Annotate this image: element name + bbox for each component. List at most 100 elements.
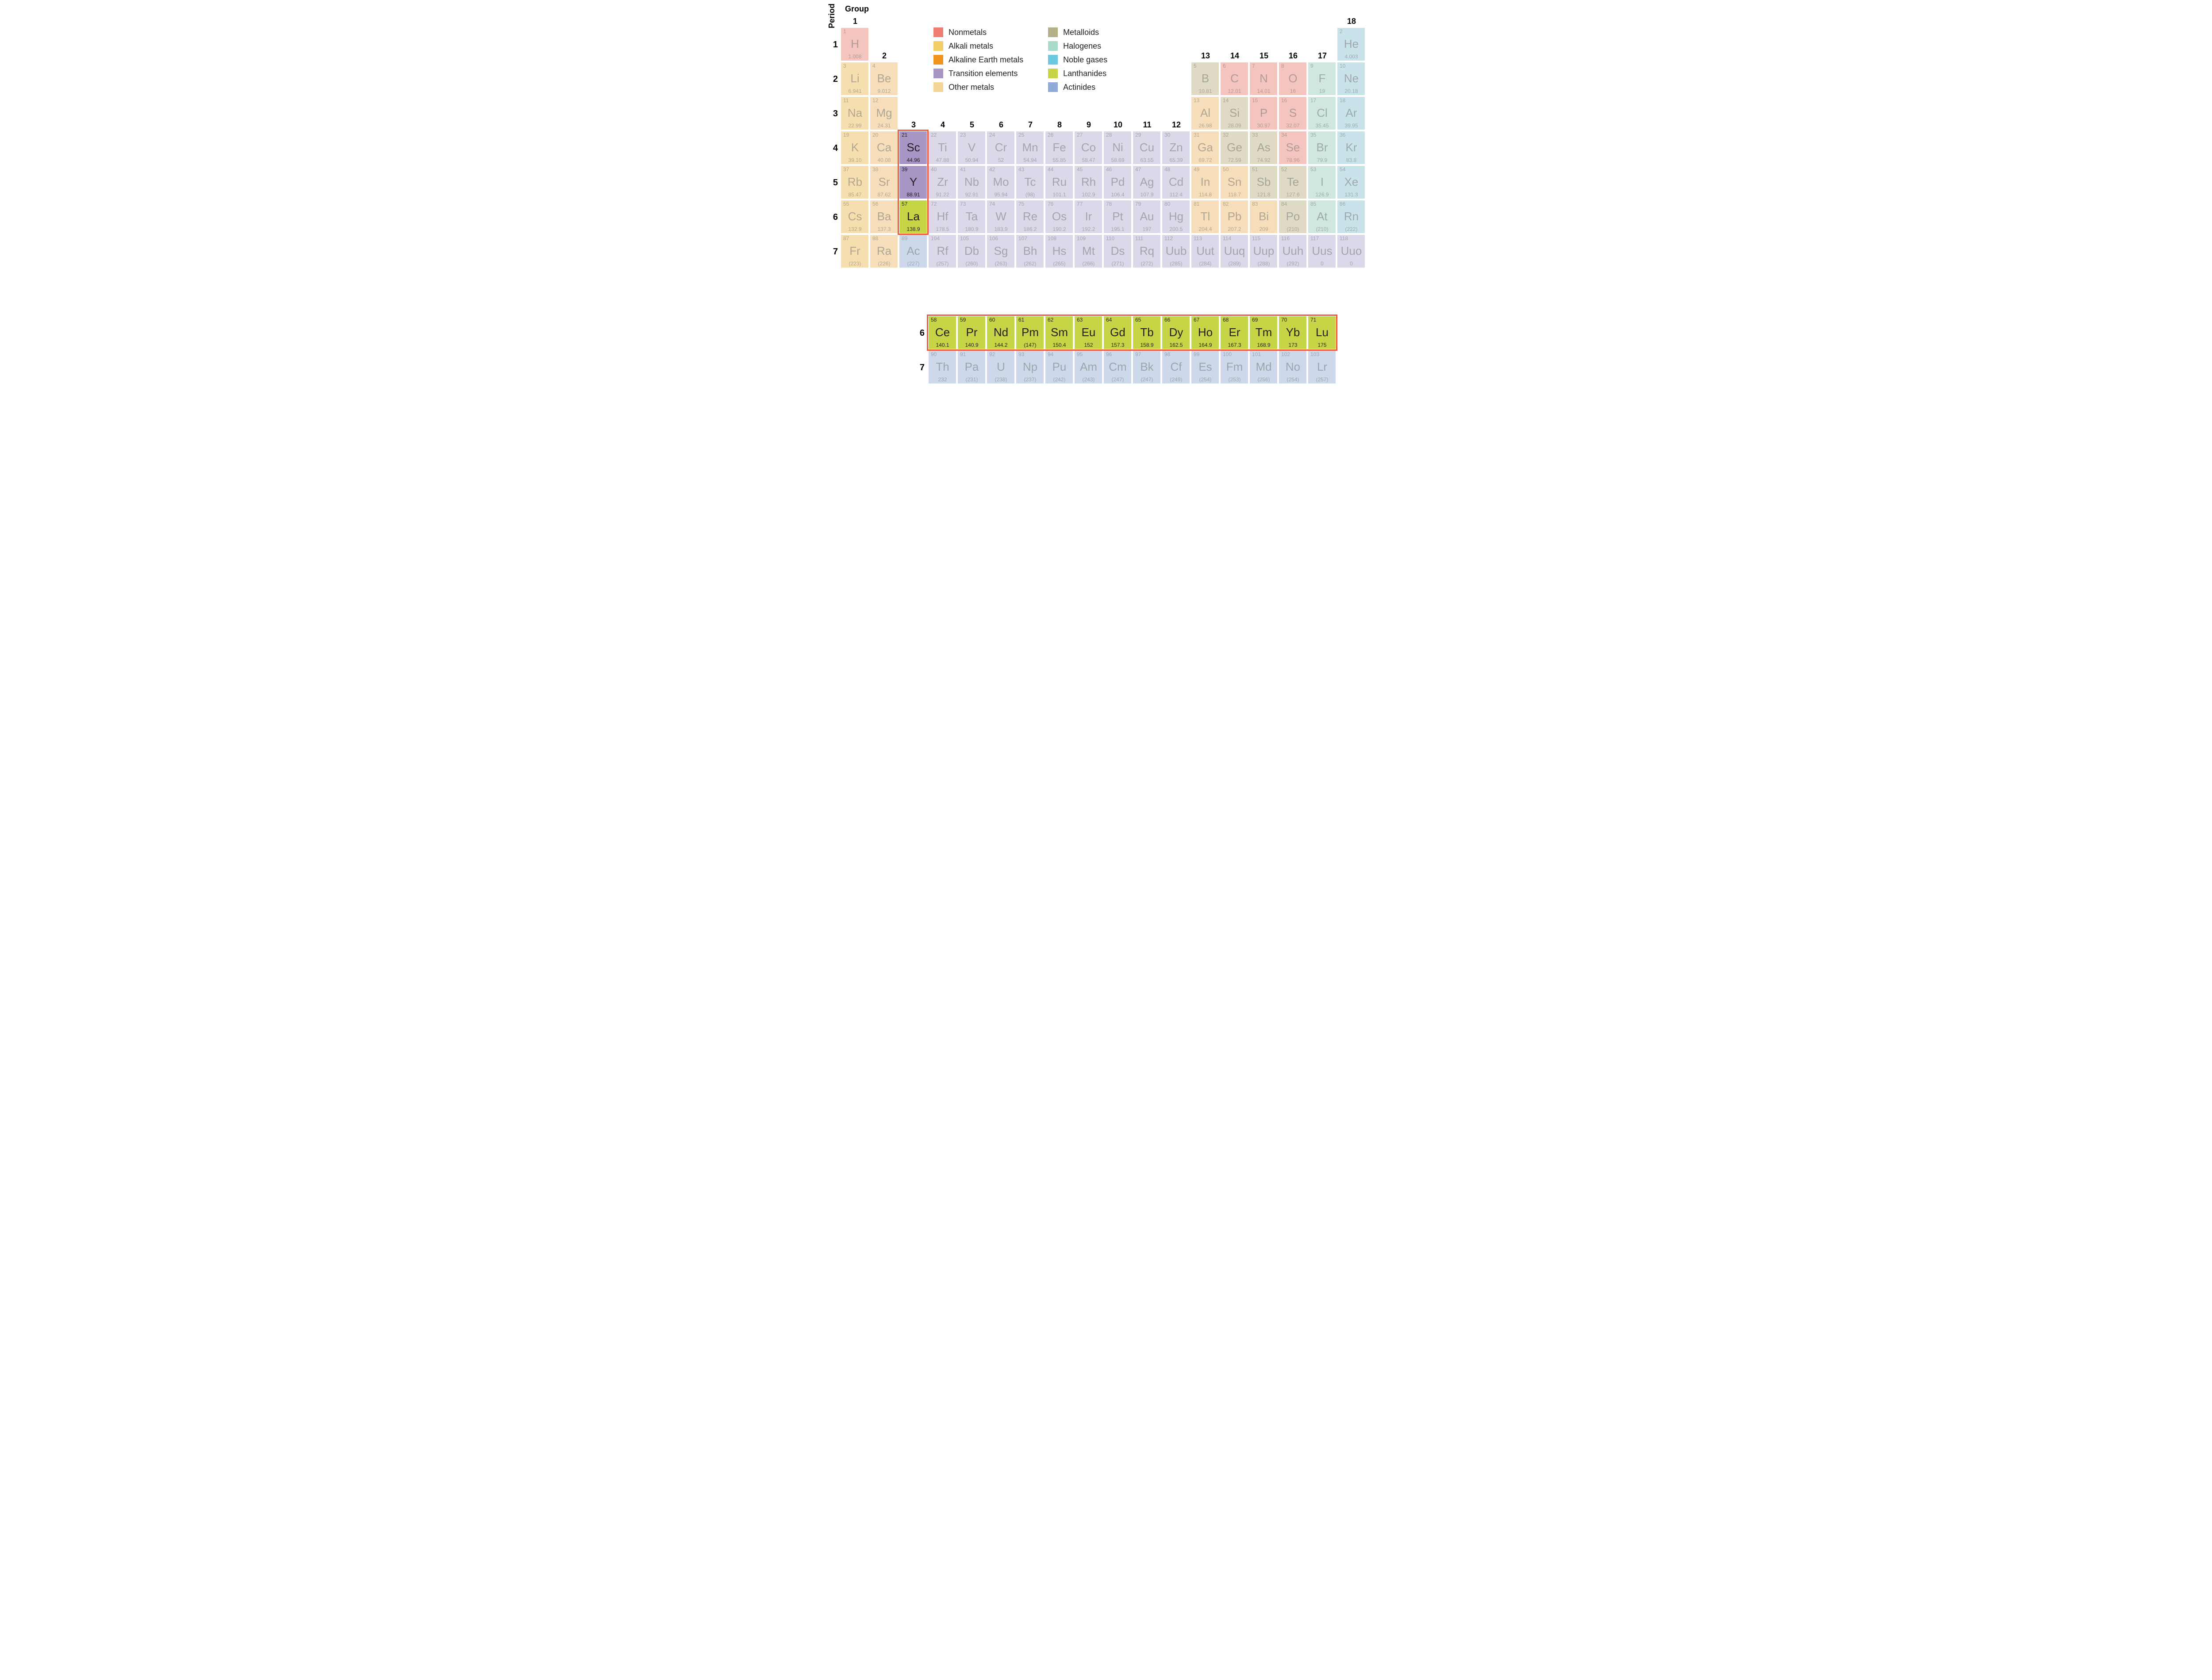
element-cell-Bk: 97Bk(247) [1133, 350, 1161, 384]
atomic-mass: 127.6 [1281, 192, 1305, 197]
atomic-number: 31 [1194, 132, 1217, 138]
atomic-number: 117 [1310, 236, 1334, 241]
legend-swatch [1048, 27, 1058, 37]
element-symbol: Ge [1223, 142, 1246, 153]
atomic-mass: 180.9 [960, 226, 983, 232]
atomic-mass: 24.31 [872, 123, 896, 128]
element-cell-Al: 13Al26.98 [1191, 96, 1219, 130]
atomic-number: 2 [1340, 29, 1363, 34]
atomic-mass: 14.01 [1252, 88, 1275, 94]
element-symbol: Tm [1252, 326, 1275, 338]
group-header: 7 [1016, 120, 1045, 130]
element-cell-Os: 76Os190.2 [1045, 200, 1073, 234]
atomic-number: 106 [989, 236, 1013, 241]
atomic-mass: 162.5 [1164, 342, 1188, 348]
element-symbol: He [1340, 38, 1363, 50]
atomic-mass: 95.94 [989, 192, 1013, 197]
atomic-mass: 144.2 [989, 342, 1013, 348]
element-cell-Pb: 82Pb207.2 [1220, 200, 1248, 234]
element-symbol: Tl [1194, 211, 1217, 222]
atomic-mass: 186.2 [1018, 226, 1042, 232]
atomic-number: 96 [1106, 352, 1129, 357]
element-symbol: Nd [989, 326, 1013, 338]
atomic-mass: 0 [1340, 261, 1363, 266]
atomic-number: 100 [1223, 352, 1246, 357]
atomic-mass: 22.99 [843, 123, 867, 128]
legend-swatch [933, 55, 943, 65]
element-cell-Am: 95Am(243) [1074, 350, 1102, 384]
atomic-number: 73 [960, 201, 983, 207]
atomic-number: 89 [902, 236, 925, 241]
element-cell-W: 74W183.9 [987, 200, 1015, 234]
atomic-mass: 92.91 [960, 192, 983, 197]
atomic-mass: 140.1 [931, 342, 954, 348]
element-symbol: Eu [1077, 326, 1100, 338]
atomic-number: 112 [1164, 236, 1188, 241]
element-symbol: Sm [1048, 326, 1071, 338]
element-symbol: Cr [989, 142, 1013, 153]
element-symbol: Cf [1164, 361, 1188, 372]
atomic-number: 47 [1135, 167, 1159, 172]
element-cell-U: 92U(238) [987, 350, 1015, 384]
atomic-number: 9 [1310, 63, 1334, 69]
atomic-mass: 6.941 [843, 88, 867, 94]
atomic-mass: 39.95 [1340, 123, 1363, 128]
atomic-number: 74 [989, 201, 1013, 207]
atomic-mass: (257) [931, 261, 954, 266]
atomic-mass: 131.3 [1340, 192, 1363, 197]
atomic-number: 110 [1106, 236, 1129, 241]
period-header: 5 [826, 178, 838, 188]
element-symbol: Fm [1223, 361, 1246, 372]
atomic-mass: 137.3 [872, 226, 896, 232]
atomic-number: 92 [989, 352, 1013, 357]
atomic-number: 64 [1106, 317, 1129, 322]
element-symbol: Rq [1135, 245, 1159, 257]
element-symbol: Bi [1252, 211, 1275, 222]
legend-label: Nonmetals [949, 28, 987, 37]
atomic-mass: (288) [1252, 261, 1275, 266]
atomic-number: 101 [1252, 352, 1275, 357]
element-symbol: Ti [931, 142, 954, 153]
element-cell-I: 53I126.9 [1308, 165, 1336, 199]
period-header: 3 [826, 109, 838, 119]
element-cell-Uuo: 118Uuo0 [1337, 234, 1365, 268]
element-symbol: Zr [931, 176, 954, 188]
element-cell-Sm: 62Sm150.4 [1045, 316, 1073, 349]
legend-swatch [1048, 41, 1058, 51]
element-cell-Re: 75Re186.2 [1016, 200, 1044, 234]
atomic-number: 26 [1048, 132, 1071, 138]
atomic-mass: 1.008 [843, 54, 867, 59]
element-cell-Ho: 67Ho164.9 [1191, 316, 1219, 349]
atomic-number: 13 [1194, 98, 1217, 103]
atomic-mass: 40.08 [872, 157, 896, 163]
atomic-mass: (265) [1048, 261, 1071, 266]
element-symbol: Ca [872, 142, 896, 153]
element-symbol: Md [1252, 361, 1275, 372]
atomic-mass: 32.07 [1281, 123, 1305, 128]
atomic-mass: (256) [1252, 377, 1275, 382]
atomic-number: 84 [1281, 201, 1305, 207]
element-cell-Bh: 107Bh(262) [1016, 234, 1044, 268]
element-symbol: Bk [1135, 361, 1159, 372]
element-cell-Co: 27Co58.47 [1074, 131, 1102, 165]
atomic-number: 30 [1164, 132, 1188, 138]
element-symbol: S [1281, 107, 1305, 119]
element-cell-Sb: 51Sb121.8 [1249, 165, 1278, 199]
atomic-mass: 178.5 [931, 226, 954, 232]
element-cell-Uut: 113Uut(284) [1191, 234, 1219, 268]
element-cell-Pm: 61Pm(147) [1016, 316, 1044, 349]
atomic-number: 18 [1340, 98, 1363, 103]
atomic-mass: (242) [1048, 377, 1071, 382]
period-header: 2 [826, 74, 838, 84]
atomic-number: 15 [1252, 98, 1275, 103]
element-cell-He: 2He4.003 [1337, 27, 1365, 61]
atomic-number: 104 [931, 236, 954, 241]
element-symbol: Er [1223, 326, 1246, 338]
element-symbol: Cd [1164, 176, 1188, 188]
group-header: 14 [1220, 51, 1249, 61]
element-cell-As: 33As74.92 [1249, 131, 1278, 165]
element-cell-Lr: 103Lr(257) [1308, 350, 1336, 384]
atomic-number: 70 [1281, 317, 1305, 322]
atomic-number: 52 [1281, 167, 1305, 172]
atomic-number: 61 [1018, 317, 1042, 322]
